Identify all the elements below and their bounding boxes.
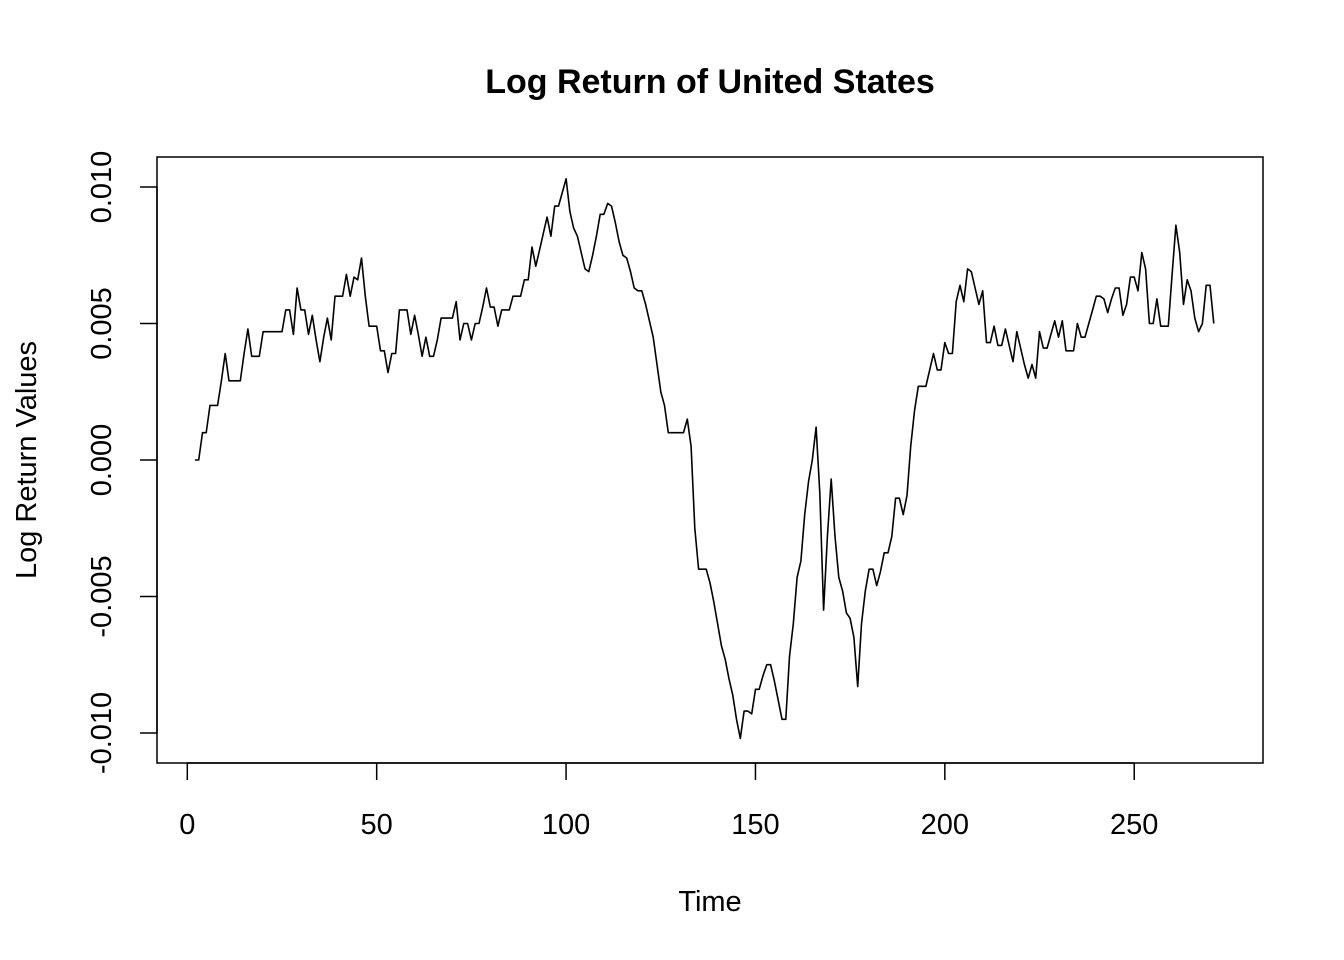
y-axis-label: Log Return Values — [11, 341, 43, 579]
x-tick-label: 0 — [179, 809, 195, 841]
y-axis: -0.010 -0.005 0.000 0.005 0.010 — [86, 151, 158, 774]
y-tick-label: 0.000 — [86, 424, 118, 497]
x-tick-label: 200 — [921, 809, 969, 841]
y-tick-label: 0.005 — [86, 287, 118, 360]
y-tick-label: 0.010 — [86, 151, 118, 224]
x-tick-label: 150 — [731, 809, 779, 841]
x-axis: 0 50 100 150 200 250 — [179, 762, 1158, 841]
y-tick-label: -0.005 — [86, 555, 118, 637]
y-tick-label: -0.010 — [86, 692, 118, 774]
x-axis-label: Time — [678, 886, 741, 918]
x-tick-label: 250 — [1110, 809, 1158, 841]
chart-title: Log Return of United States — [485, 63, 935, 101]
x-tick-label: 50 — [361, 809, 393, 841]
plot-frame — [156, 156, 1264, 764]
series-line — [194, 178, 1215, 740]
x-tick-label: 100 — [542, 809, 590, 841]
